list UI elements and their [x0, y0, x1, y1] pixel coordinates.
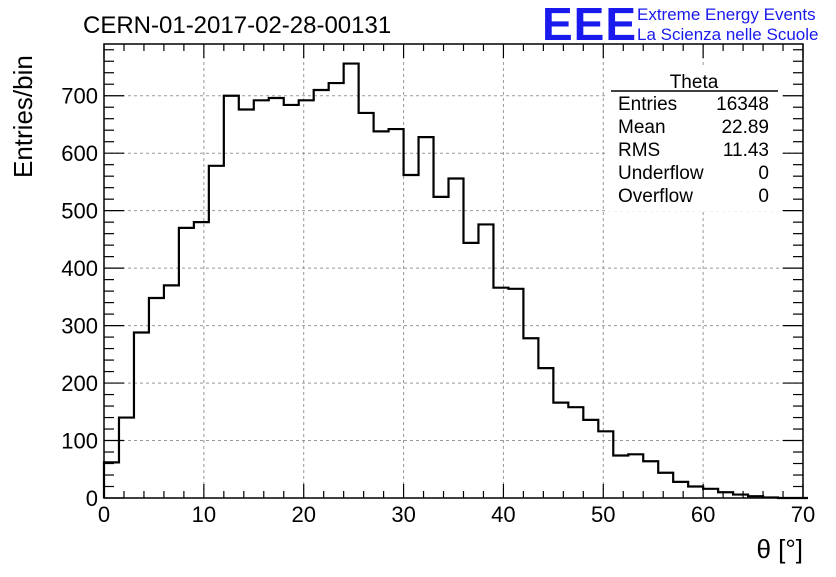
- x-tick-label: 10: [192, 502, 216, 527]
- stats-label: RMS: [618, 140, 660, 161]
- y-tick-label: 300: [61, 314, 98, 339]
- stats-value: 0: [758, 186, 769, 207]
- histogram-bin: [314, 90, 329, 498]
- y-tick-label: 200: [61, 371, 98, 396]
- histogram-bin: [613, 455, 628, 498]
- histogram-bin: [194, 222, 209, 498]
- logo-line-2: La Scienza nelle Scuole: [637, 25, 818, 44]
- histogram-bin: [419, 137, 434, 498]
- histogram-bin: [598, 431, 613, 498]
- histogram-bin: [254, 100, 269, 498]
- histogram-bin: [643, 461, 658, 498]
- stats-value: 11.43: [723, 140, 769, 161]
- stats-label: Underflow: [618, 163, 704, 184]
- stats-box-title: Theta: [670, 72, 719, 93]
- histogram-bin: [553, 403, 568, 498]
- stats-label: Mean: [618, 117, 666, 138]
- histogram-bin: [269, 98, 284, 498]
- stats-value: 0: [758, 163, 769, 184]
- histogram-bin: [583, 420, 598, 498]
- y-axis-label: Entries/bin: [8, 55, 38, 178]
- histogram-bin: [389, 129, 404, 498]
- x-tick-label: 70: [791, 502, 815, 527]
- y-tick-label: 400: [61, 256, 98, 281]
- histogram-bin: [104, 462, 119, 498]
- histogram-bin: [209, 166, 224, 498]
- histogram-bin: [628, 454, 643, 498]
- y-tick-label: 0: [86, 486, 98, 511]
- stats-rows: Entries 16348 Mean 22.89 RMS 11.43 Underflow 0 O…: [618, 94, 769, 207]
- y-tick-label: 100: [61, 429, 98, 454]
- eee-logo: EEE Extreme Energy Events La Scienza nel…: [542, 0, 818, 50]
- stats-value: 16348: [716, 94, 769, 115]
- histogram-bin: [239, 110, 254, 498]
- stats-box-background: [608, 66, 780, 211]
- logo-line-1: Extreme Energy Events: [637, 5, 816, 24]
- histogram-bin: [284, 105, 299, 498]
- histogram-bin: [463, 243, 478, 498]
- histogram-bin: [179, 228, 194, 498]
- histogram-bars: [102, 62, 808, 500]
- histogram-bin: [224, 96, 239, 498]
- histogram-bin: [434, 197, 449, 498]
- histogram-bin: [703, 489, 718, 498]
- histogram-bin: [344, 64, 359, 498]
- histogram-bin: [523, 338, 538, 498]
- histogram-bin: [658, 473, 673, 498]
- plot-frame: [103, 43, 804, 499]
- y-tick-label: 700: [61, 84, 98, 109]
- x-tick-label: 40: [491, 502, 515, 527]
- stats-label: Entries: [618, 94, 677, 115]
- y-tick-label: 600: [61, 141, 98, 166]
- x-tick-label: 30: [391, 502, 415, 527]
- stats-value: 22.89: [721, 117, 769, 138]
- histogram-bin: [449, 178, 464, 498]
- histogram-bin: [688, 487, 703, 498]
- histogram-outline: [102, 62, 808, 500]
- histogram-bin: [493, 288, 508, 498]
- y-tick-label: 500: [61, 199, 98, 224]
- histogram-bin: [568, 407, 583, 498]
- histogram-bin: [478, 224, 493, 498]
- histogram-bin: [508, 289, 523, 498]
- grid-lines: [104, 44, 803, 498]
- chart-title: CERN-01-2017-02-28-00131: [83, 12, 391, 39]
- histogram-bin: [404, 175, 419, 498]
- x-tick-label: 50: [591, 502, 615, 527]
- histogram-bin: [538, 368, 553, 498]
- axis-ticks: [103, 44, 804, 499]
- histogram-bin: [359, 113, 374, 498]
- histogram-bin: [329, 83, 344, 498]
- x-tick-label: 20: [291, 502, 315, 527]
- x-tick-label: 0: [98, 502, 110, 527]
- histogram-bin: [134, 332, 149, 498]
- logo-mark: EEE: [542, 0, 637, 50]
- stats-box: Theta Entries 16348 Mean 22.89 RMS 11.43 Under…: [608, 66, 780, 211]
- histogram-bin: [374, 131, 389, 498]
- histogram-bin: [164, 285, 179, 498]
- histogram-bin: [149, 298, 164, 498]
- histogram-bin: [673, 482, 688, 498]
- x-axis-label: θ [°]: [756, 534, 803, 564]
- stats-label: Overflow: [618, 186, 693, 207]
- x-tick-label: 60: [691, 502, 715, 527]
- histogram-bin: [299, 100, 314, 498]
- histogram-bin: [119, 418, 134, 498]
